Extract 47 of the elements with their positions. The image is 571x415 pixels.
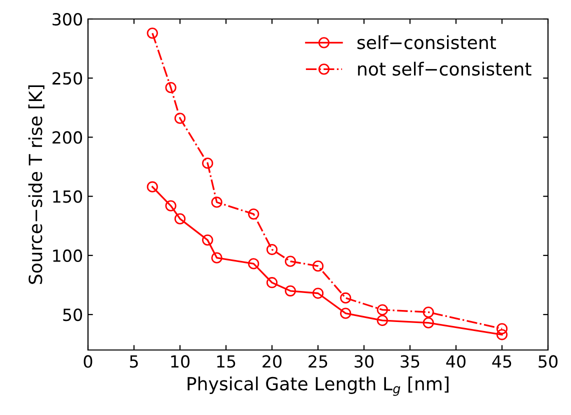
point — [174, 112, 186, 124]
point — [248, 258, 260, 270]
x-tick-label: 25 — [308, 355, 328, 368]
point — [146, 181, 158, 192]
x-tick-label: 0 — [84, 355, 92, 368]
point — [284, 256, 296, 267]
y-tick-label: 250 — [52, 72, 82, 85]
y-tick-label: 300 — [52, 12, 82, 26]
point — [266, 277, 278, 288]
point — [165, 82, 176, 94]
y-tick-label: 50 — [63, 308, 82, 322]
point — [202, 234, 214, 246]
point — [211, 252, 222, 264]
point — [496, 329, 508, 340]
y-tick-label: 200 — [52, 131, 82, 144]
point — [340, 308, 352, 319]
x-tick-label: 50 — [538, 355, 558, 368]
x-axis-title: Physical Gate Length L$_{g}$ [nm] — [188, 376, 448, 396]
point — [248, 208, 260, 220]
y-tick-label: 150 — [53, 190, 82, 203]
x-tick-label: 30 — [354, 355, 374, 368]
x-tick-label: 35 — [400, 355, 420, 368]
x-tick-label: 45 — [492, 355, 512, 368]
point — [422, 317, 434, 328]
point — [146, 28, 158, 39]
point — [165, 200, 176, 212]
point — [340, 292, 352, 304]
point — [202, 158, 214, 169]
legend-label: self−consistent — [357, 35, 496, 50]
y-axis-title: Source−side T rise [K] — [28, 85, 44, 284]
point — [422, 306, 434, 318]
point — [211, 196, 222, 208]
x-tick-label: 15 — [217, 355, 236, 368]
point — [266, 244, 278, 256]
point — [496, 323, 508, 334]
point — [312, 288, 324, 299]
point — [376, 314, 388, 326]
point — [312, 260, 324, 272]
x-tick-label: 5 — [130, 355, 138, 368]
x-tick-label: 40 — [446, 355, 466, 368]
point — [284, 285, 296, 296]
point — [376, 304, 388, 316]
x-tick-label: 20 — [262, 355, 282, 368]
point — [174, 213, 186, 224]
x-tick-label: 10 — [171, 355, 190, 368]
legend-label: not self−consistent — [358, 62, 532, 76]
y-tick-label: 100 — [53, 249, 82, 262]
